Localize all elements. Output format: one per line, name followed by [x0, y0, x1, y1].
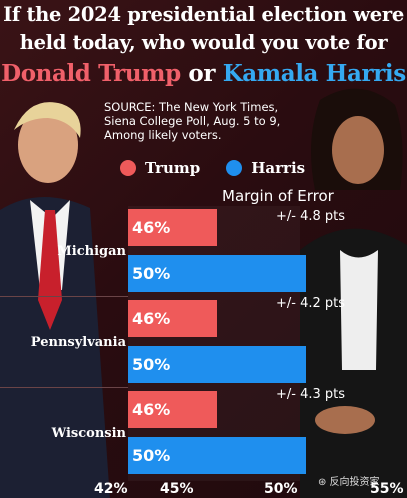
bar-harris-pennsylvania: 50% [128, 346, 307, 383]
legend-harris-label: Harris [251, 159, 306, 177]
bar-value-label: 46% [132, 218, 171, 237]
headline-line-1: If the 2024 presidential election were [3, 3, 404, 26]
source-line-1: SOURCE: The New York Times, [104, 100, 279, 114]
bar-trump-wisconsin: 46% [128, 391, 218, 428]
bar-value-label: 46% [132, 400, 171, 419]
bar-value-label: 50% [132, 264, 171, 283]
bar-harris-wisconsin: 50% [128, 437, 307, 474]
group-divider [0, 387, 128, 388]
margin-of-error-title: Margin of Error [222, 187, 334, 205]
source-line-2: Siena College Poll, Aug. 5 to 9, [104, 114, 281, 128]
headline-candidates: Donald Trump or Kamala Harris [0, 60, 407, 87]
bar-value-label: 50% [132, 355, 171, 374]
headline-line-2: held today, who would you vote for [19, 31, 388, 54]
group-divider [0, 296, 128, 297]
chart-legend: Trump Harris [120, 157, 305, 179]
x-tick-label: 42% [94, 481, 128, 497]
bar-value-label: 50% [132, 446, 171, 465]
x-tick-label: 55% [370, 481, 404, 497]
legend-trump-label: Trump [145, 159, 201, 177]
bar-value-label: 46% [132, 309, 171, 328]
margin-of-error-wisconsin: +/- 4.3 pts [276, 387, 346, 402]
source-line-3: Among likely voters. [104, 128, 222, 142]
headline-trump-name: Donald Trump [1, 60, 181, 87]
legend-trump-swatch [120, 160, 136, 176]
plot-area [128, 206, 300, 481]
bar-harris-michigan: 50% [128, 255, 307, 292]
watermark: ⊛ 反向投资家 [318, 477, 380, 488]
source-note: SOURCE: The New York Times, Siena Colleg… [104, 100, 334, 142]
state-label-pennsylvania: Pennsylvania [30, 335, 126, 350]
right-figure-illustration [300, 88, 407, 498]
x-tick-label: 50% [264, 481, 298, 497]
margin-of-error-michigan: +/- 4.8 pts [276, 209, 346, 224]
state-label-michigan: Michigan [57, 244, 126, 259]
bar-trump-michigan: 46% [128, 209, 218, 246]
headline-harris-name: Kamala Harris [222, 60, 407, 87]
headline-or: or [188, 60, 216, 87]
legend-harris-swatch [226, 160, 243, 176]
state-label-wisconsin: Wisconsin [51, 426, 126, 441]
bar-trump-pennsylvania: 46% [128, 300, 218, 337]
left-figure-illustration [0, 102, 110, 498]
margin-of-error-pennsylvania: +/- 4.2 pts [276, 296, 346, 311]
x-tick-label: 45% [160, 481, 194, 497]
